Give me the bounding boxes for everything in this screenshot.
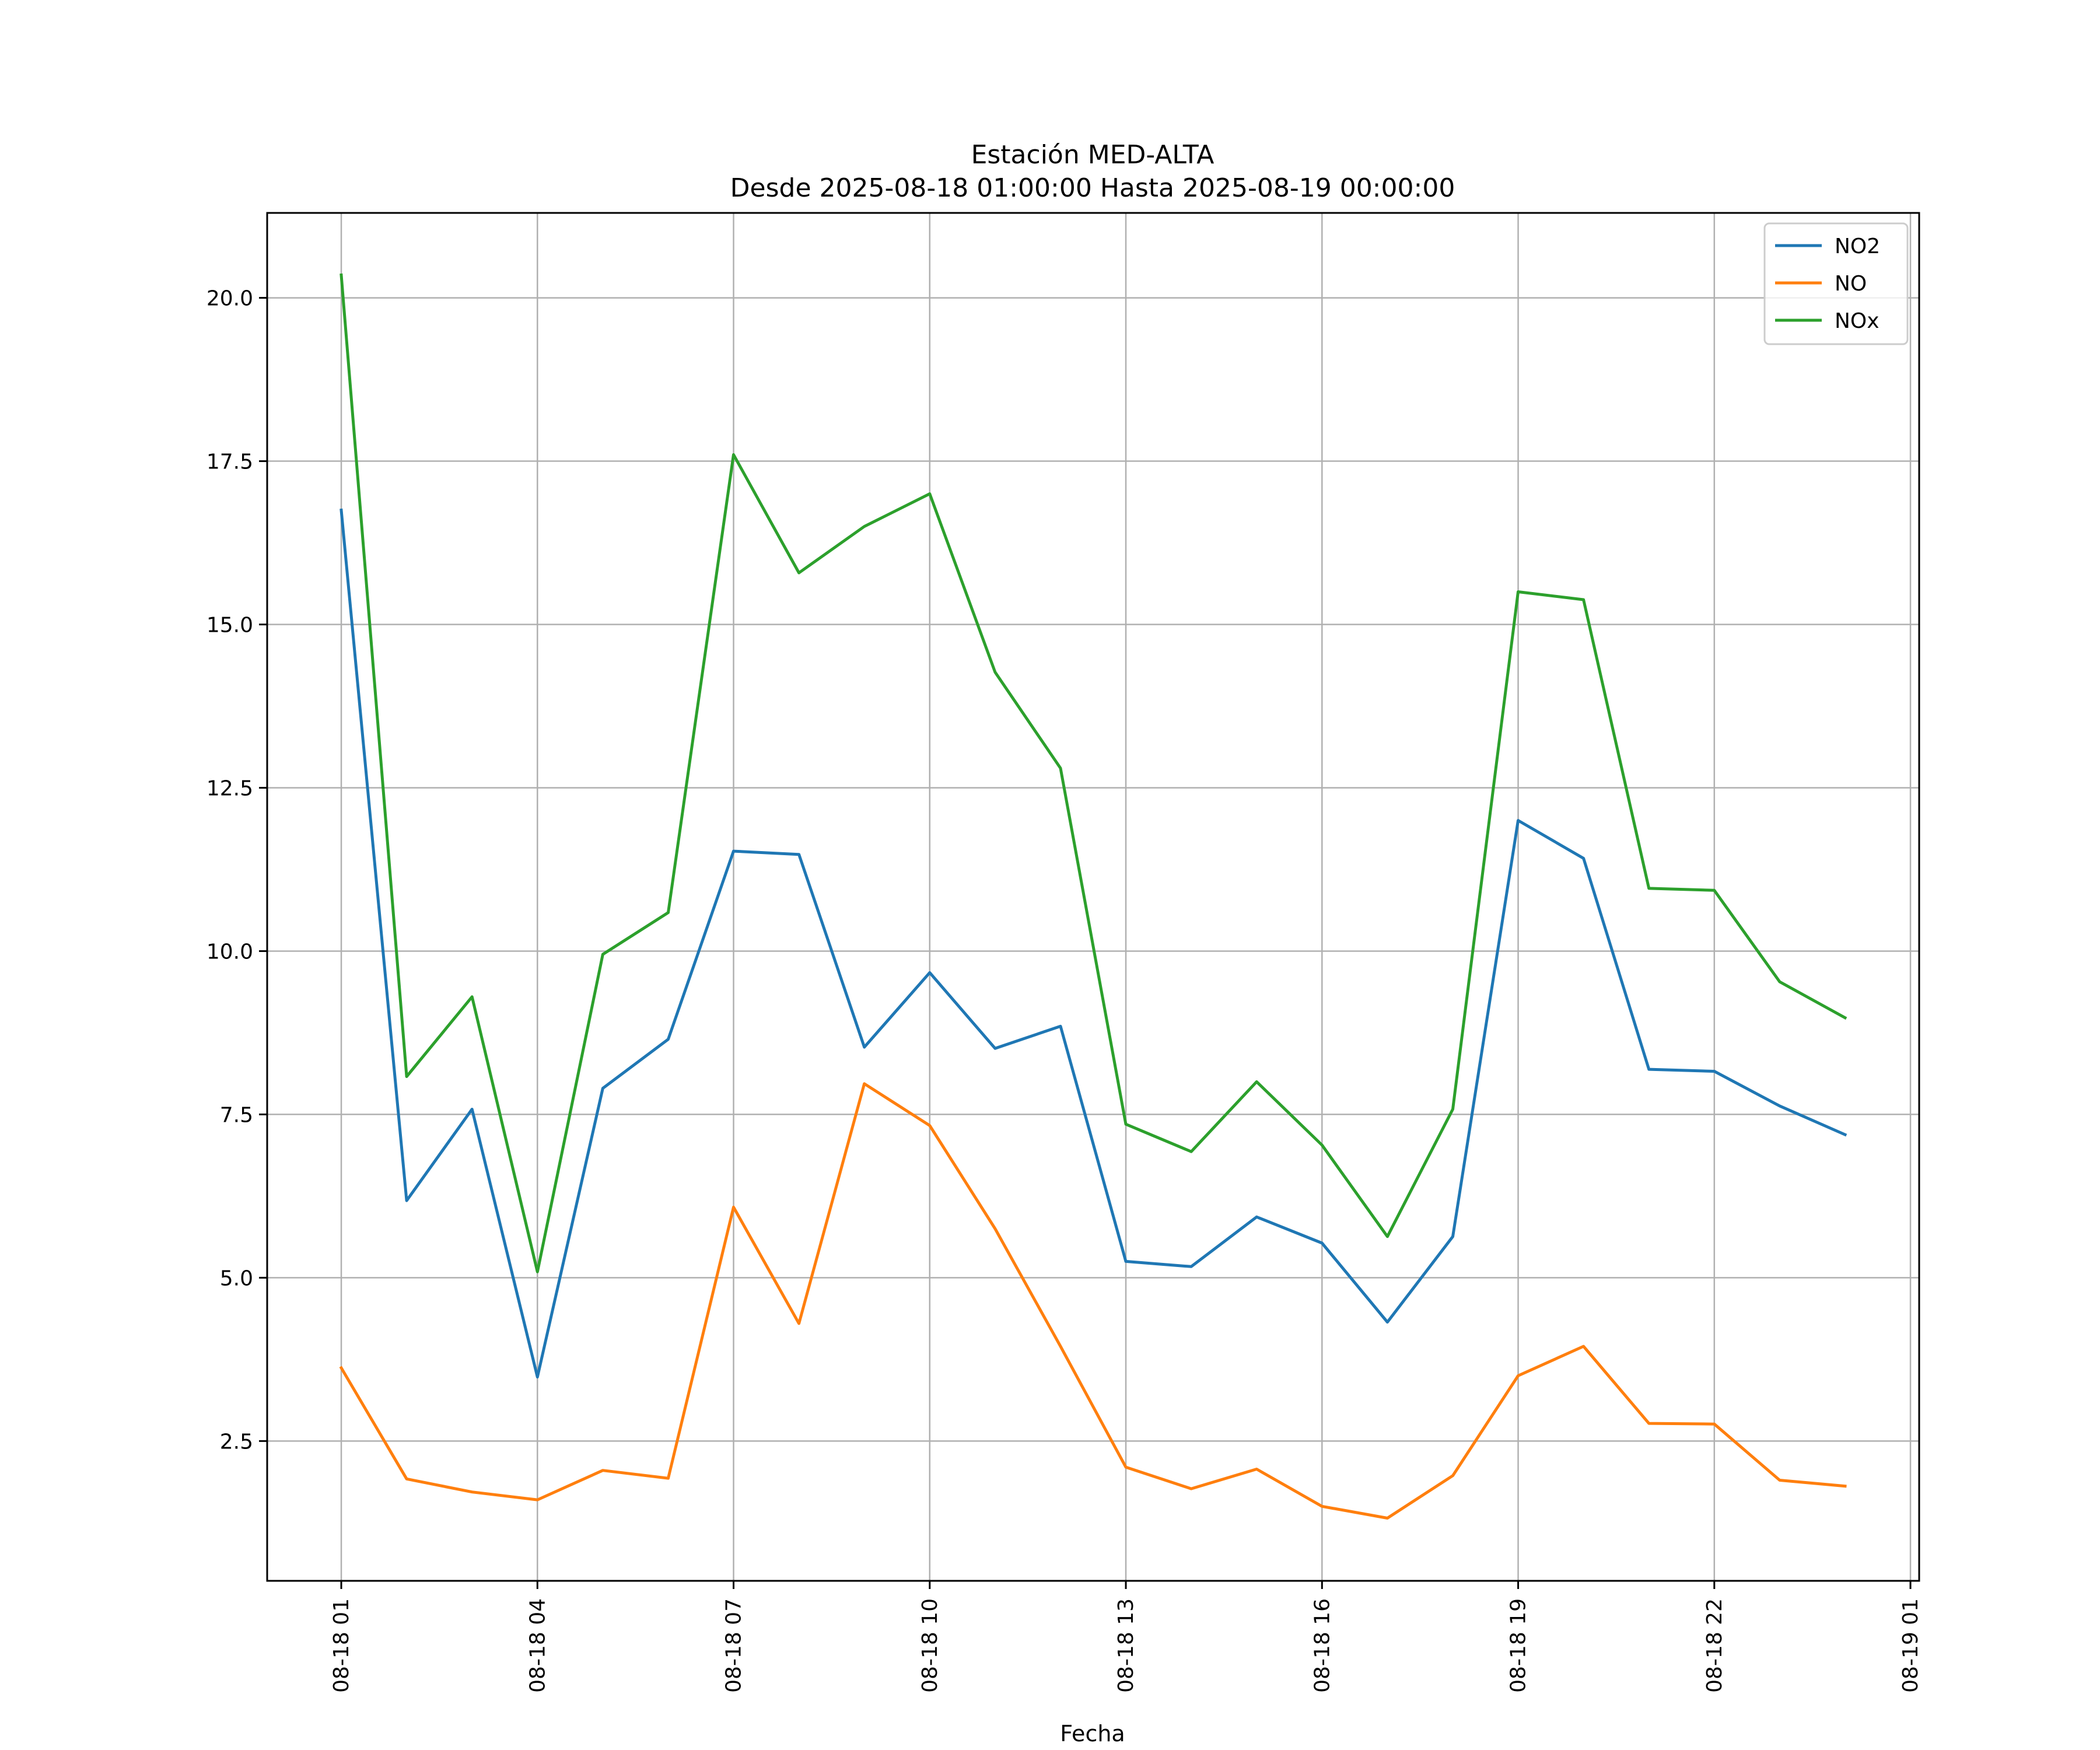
y-tick-label: 17.5	[206, 450, 253, 474]
legend-label-nox: NOx	[1835, 309, 1880, 333]
chart-subtitle: Desde 2025-08-18 01:00:00 Hasta 2025-08-…	[730, 173, 1455, 203]
x-tick-label: 08-18 19	[1507, 1598, 1531, 1693]
x-tick-label: 08-18 16	[1310, 1598, 1334, 1693]
legend-box	[1763, 222, 1909, 345]
y-tick-label: 15.0	[206, 614, 253, 638]
y-tick-label: 10.0	[206, 940, 253, 964]
y-tick-label: 2.5	[220, 1430, 253, 1454]
series-line-no2	[340, 508, 1847, 1379]
x-axis-label: Fecha	[1060, 1721, 1125, 1746]
x-tick-label: 08-18 10	[918, 1598, 942, 1693]
series-line-nox	[340, 273, 1847, 1273]
x-tick-label: 08-19 01	[1899, 1598, 1923, 1693]
y-tick-label: 5.0	[220, 1266, 253, 1290]
x-tick-label: 08-18 13	[1114, 1598, 1138, 1693]
plot-frame	[266, 212, 1920, 1582]
x-tick-label: 08-18 07	[722, 1598, 746, 1693]
y-axis-ticks: 2.5 5.0 7.5 10.0 12.5 15.0 17.5 20.0	[206, 287, 267, 1454]
x-tick-label: 08-18 01	[330, 1598, 354, 1693]
chart-title: Estación MED-ALTA	[971, 140, 1214, 170]
grid	[267, 213, 1919, 1581]
legend-label-no2: NO2	[1835, 235, 1880, 258]
x-axis-ticks: 08-18 01 08-18 04 08-18 07 08-18 10 08-18 13…	[330, 1581, 1923, 1693]
x-tick-label: 08-18 04	[526, 1598, 550, 1693]
legend-label-no: NO	[1835, 272, 1867, 296]
series-lines	[339, 273, 1847, 1520]
y-tick-label: 20.0	[206, 287, 253, 311]
y-tick-label: 7.5	[220, 1103, 253, 1127]
legend: NO2 NO NOx	[1763, 222, 1909, 345]
y-tick-label: 12.5	[206, 776, 253, 800]
x-tick-label: 08-18 22	[1703, 1598, 1727, 1693]
series-line-no	[339, 1082, 1847, 1520]
